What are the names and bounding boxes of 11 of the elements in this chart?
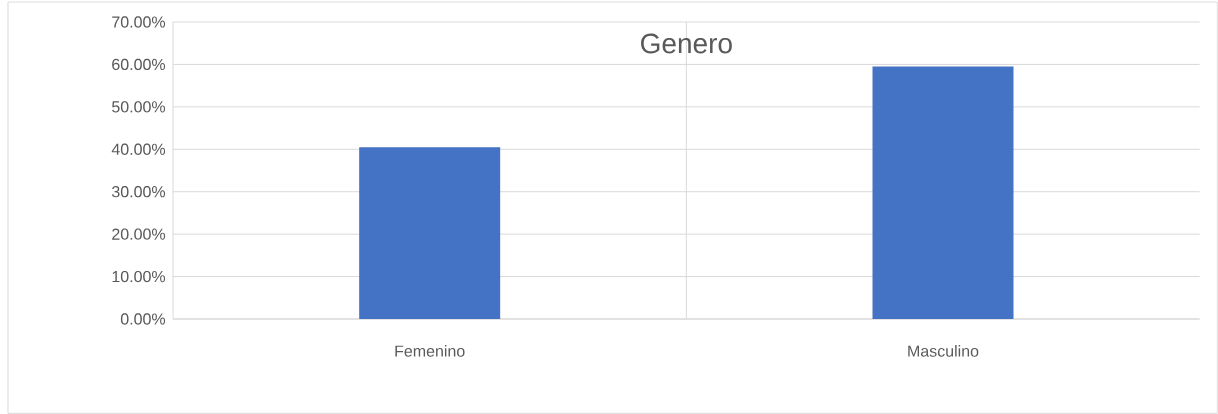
y-tick-label: 60.00% (112, 58, 166, 71)
chart-title: Genero (641, 33, 732, 54)
y-tick-label: 40.00% (111, 143, 166, 155)
x-tick-label: Femenino (395, 345, 465, 357)
y-tick-label: 50.00% (112, 101, 166, 113)
y-tick-label: 30.00% (111, 186, 166, 198)
y-tick-label: 20.00% (112, 228, 166, 240)
y-tick-label: 70.00% (112, 16, 166, 28)
x-tick-label: Masculino (908, 345, 979, 357)
y-tick-label: 10.00% (112, 270, 166, 283)
y-tick-label: 0.00% (120, 313, 166, 325)
